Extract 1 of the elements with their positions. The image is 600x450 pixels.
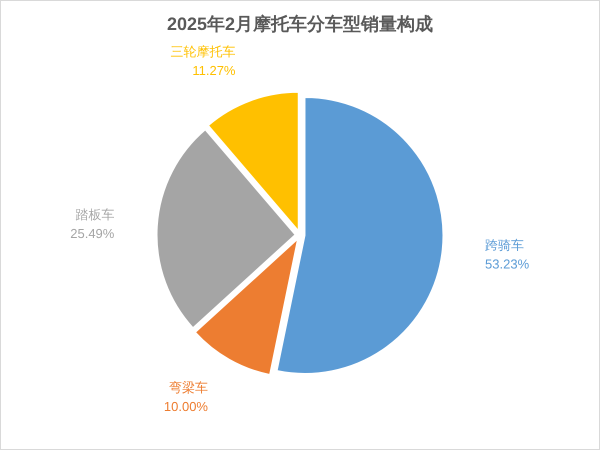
title: 2025年2月摩托车分车型销量构成 <box>166 14 434 34</box>
